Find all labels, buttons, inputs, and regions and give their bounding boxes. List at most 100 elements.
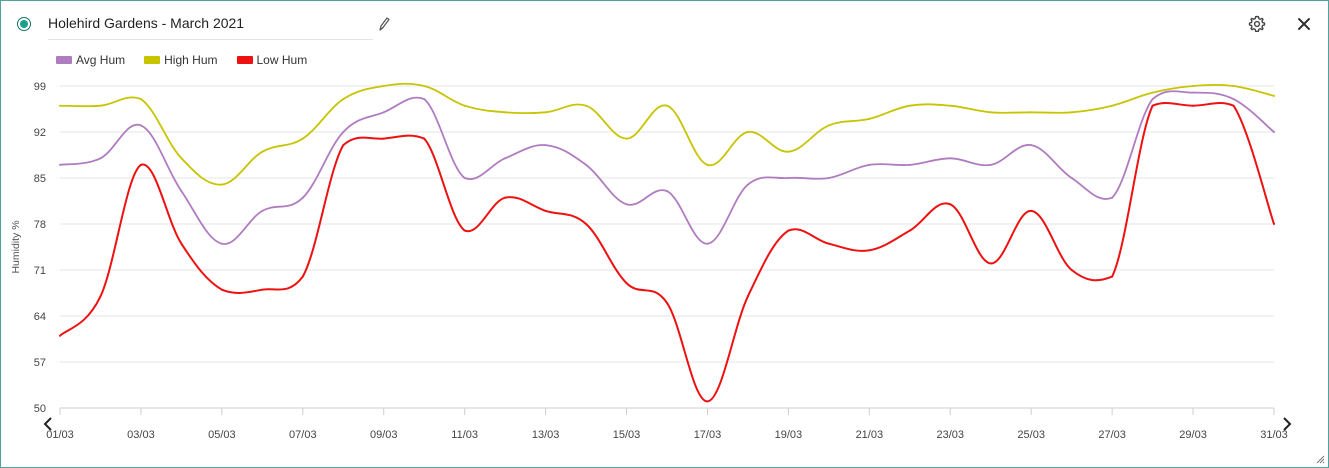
data-point-avg-hum [342,131,345,133]
data-point-low-hum [1192,104,1195,107]
data-point-avg-hum [59,163,61,166]
data-point-low-hum [989,262,992,265]
data-point-high-hum [908,104,911,107]
series-line-high-hum [59,82,1275,186]
legend-item[interactable]: Avg Hum [56,53,125,67]
data-point-high-hum [423,85,426,87]
data-point-avg-hum [989,163,992,166]
y-tick-label: 57 [34,357,46,369]
x-tick-label: 23/03 [937,429,965,441]
chevron-left-icon[interactable] [42,415,54,433]
x-tick-label: 19/03 [775,429,803,441]
data-point-high-hum [746,131,749,133]
legend-label: Avg Hum [76,53,126,67]
data-point-avg-hum [827,177,830,179]
data-point-avg-hum [1151,98,1154,101]
data-point-high-hum [504,111,507,114]
data-point-low-hum [1111,275,1114,278]
data-point-avg-hum [787,177,790,179]
data-point-avg-hum [99,157,102,160]
radio-selected-icon[interactable] [17,17,31,31]
data-point-high-hum [706,163,709,166]
data-point-high-hum [382,85,385,87]
data-point-avg-hum [1030,144,1033,147]
y-axis-title: Humidity % [10,220,22,273]
chart-legend: Avg Hum High Hum Low Hum [56,52,326,68]
data-point-avg-hum [180,190,183,193]
data-point-high-hum [301,137,304,140]
data-point-low-hum [625,282,628,285]
data-point-low-hum [261,288,264,291]
data-point-high-hum [949,104,952,107]
data-point-low-hum [1030,209,1033,212]
data-point-avg-hum [949,157,952,160]
x-tick-label: 01/03 [46,429,74,441]
gear-icon[interactable] [1248,15,1266,33]
data-point-avg-hum [1192,91,1195,94]
x-tick-label: 21/03 [856,429,884,441]
x-tick-label: 27/03 [1098,429,1126,441]
data-point-avg-hum [666,190,668,193]
data-point-avg-hum [544,144,547,147]
x-tick-label: 07/03 [289,429,317,441]
data-point-low-hum [1232,104,1235,107]
data-point-low-hum [301,275,304,278]
x-tick-label: 25/03 [1017,429,1045,441]
legend-item[interactable]: High Hum [144,53,218,67]
legend-swatch [56,56,72,64]
data-point-avg-hum [746,183,749,186]
widget-title[interactable]: Holehird Gardens - March 2021 [48,15,373,40]
y-tick-label: 78 [34,219,46,231]
data-point-high-hum [666,104,668,107]
data-point-avg-hum [1232,98,1235,101]
data-point-avg-hum [868,163,871,166]
data-point-avg-hum [261,209,264,212]
x-tick-label: 05/03 [208,429,236,441]
y-tick-label: 99 [34,81,46,93]
data-point-high-hum [1111,104,1114,107]
data-point-avg-hum [625,203,628,206]
legend-label: Low Hum [256,53,308,67]
data-point-low-hum [99,295,102,298]
chevron-right-icon[interactable] [1281,415,1293,433]
data-point-low-hum [423,137,426,140]
data-point-high-hum [1151,91,1154,94]
data-point-high-hum [59,104,61,107]
x-tick-label: 13/03 [532,429,560,441]
y-tick-label: 92 [34,127,46,139]
legend-swatch [236,56,253,64]
data-point-low-hum [180,242,183,245]
data-point-high-hum [625,137,628,140]
data-point-high-hum [180,157,183,160]
data-point-high-hum [544,111,547,114]
data-point-low-hum [706,400,709,403]
data-point-high-hum [99,104,102,107]
data-point-high-hum [139,98,142,101]
series-line-avg-hum [59,90,1275,245]
data-point-high-hum [585,104,588,107]
data-point-high-hum [463,104,466,107]
series-line-low-hum [59,102,1275,403]
data-point-high-hum [1070,111,1073,114]
data-point-high-hum [1273,94,1275,97]
data-point-low-hum [666,301,668,304]
data-point-low-hum [59,334,61,337]
resize-grip-icon[interactable] [1316,455,1325,464]
data-point-avg-hum [1070,177,1073,179]
pencil-icon[interactable] [377,16,391,32]
y-tick-label: 85 [34,173,46,185]
data-point-avg-hum [139,124,142,127]
data-point-low-hum [342,144,345,147]
legend-item[interactable]: Low Hum [236,53,308,67]
data-point-low-hum [463,229,466,232]
data-point-low-hum [1070,269,1073,271]
close-icon[interactable] [1296,16,1312,32]
data-point-low-hum [868,249,871,252]
x-tick-label: 29/03 [1179,429,1207,441]
data-point-avg-hum [1273,131,1275,133]
widget-header: Holehird Gardens - March 2021 [1,1,1328,47]
humidity-line-chart: 50 57 64 71 78 85 92 99 Humidity % 01/03 03/03 05/0… [10,81,1288,441]
data-point-high-hum [827,124,830,127]
data-point-avg-hum [585,163,588,166]
